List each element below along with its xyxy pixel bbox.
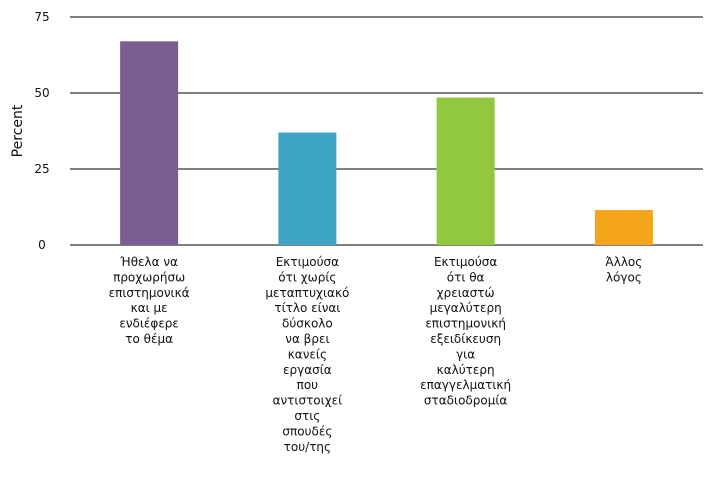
y-tick-label: 75 bbox=[34, 10, 49, 24]
x-tick-label: Εκτιμούσα ότι χωρίς μεταπτυχιακό τίτλο είνα… bbox=[265, 255, 349, 454]
bar bbox=[120, 41, 179, 245]
y-axis-title: Percent bbox=[10, 104, 26, 157]
bar bbox=[436, 97, 495, 245]
y-axis-ticks: 0 25 50 75 bbox=[34, 10, 49, 252]
bars bbox=[120, 41, 653, 245]
x-tick-label: Ήθελα να προχωρήσω επιστημονικά και με ενδιέ… bbox=[109, 255, 190, 346]
x-tick-label: Εκτιμούσα ότι θα χρειαστώ μεγαλύτερη επιστημ… bbox=[420, 255, 511, 408]
x-tick-label: Άλλος λόγος bbox=[605, 255, 642, 284]
y-tick-label: 50 bbox=[34, 86, 49, 100]
x-axis-labels: Ήθελα να προχωρήσω επιστημονικά και με ενδιέ… bbox=[109, 255, 643, 454]
bar bbox=[594, 210, 653, 245]
y-tick-label: 0 bbox=[38, 238, 46, 252]
y-tick-label: 25 bbox=[34, 162, 49, 176]
bar bbox=[278, 132, 337, 245]
